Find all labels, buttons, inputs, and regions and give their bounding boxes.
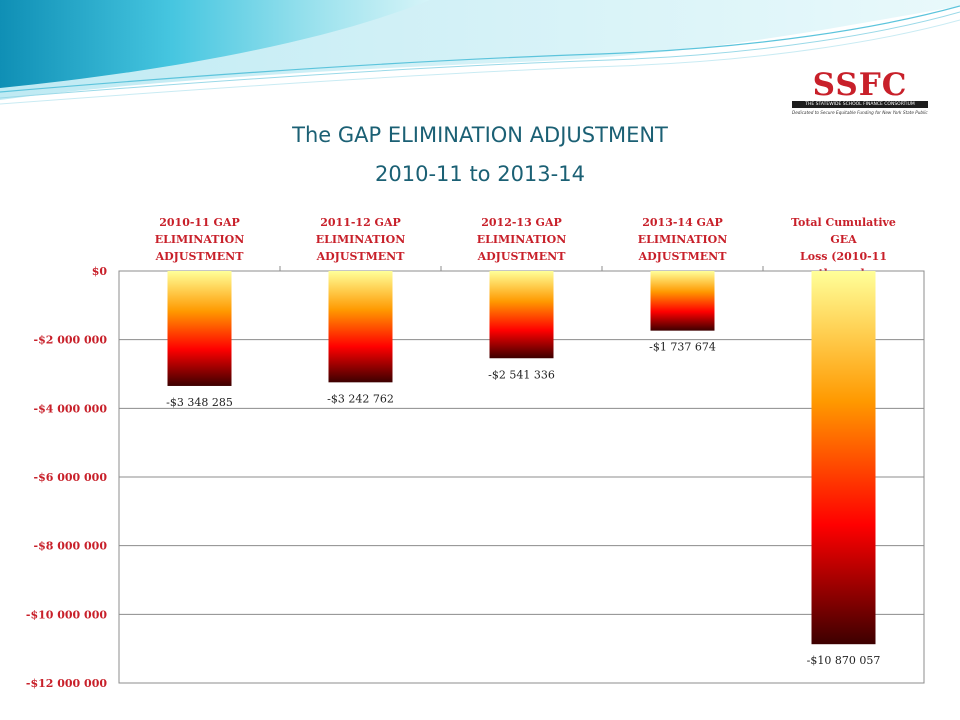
category-label: 2011-12 GAP ELIMINATION ADJUSTMENT [299,214,423,265]
bar [167,271,232,386]
bar-value-label: -$10 870 057 [807,654,881,667]
chart-title-line-1: The GAP ELIMINATION ADJUSTMENT [292,123,668,147]
y-tick-label: -$2 000 000 [34,334,108,347]
y-tick-label: -$4 000 000 [34,402,108,415]
ssfc-logo: SSFC THE STATEWIDE SCHOOL FINANCE CONSOR… [792,70,928,116]
category-label-line: ELIMINATION [476,233,567,246]
category-label-line: ELIMINATION [154,233,245,246]
bar [489,271,554,359]
category-label-line: ADJUSTMENT [477,250,566,263]
category-label-line: 2010-11 GAP [159,216,240,229]
logo-tagline: THE STATEWIDE SCHOOL FINANCE CONSORTIUM [792,101,928,108]
y-tick-label: -$12 000 000 [26,677,107,690]
category-label: 2012-13 GAP ELIMINATION ADJUSTMENT [460,214,584,265]
bar-value-label: -$1 737 674 [649,341,716,354]
logo-wordmark: SSFC [812,67,908,103]
bar [328,271,393,383]
category-label-line: 2013-14 GAP [642,216,723,229]
category-label-line: 2011-12 GAP [320,216,401,229]
bar [650,271,715,331]
bar-value-label: -$3 242 762 [327,392,394,405]
category-label: 2010-11 GAP ELIMINATION ADJUSTMENT [138,214,262,265]
y-tick-label: -$10 000 000 [26,608,107,621]
y-tick-label: -$8 000 000 [34,540,108,553]
category-label-line: 2012-13 GAP [481,216,562,229]
y-tick-label: -$6 000 000 [34,471,108,484]
category-label-line: ELIMINATION [315,233,406,246]
logo-subline: Dedicated to Secure Equitable Funding fo… [792,110,928,115]
header-swoosh-decoration [0,0,960,105]
bar-value-label: -$2 541 336 [488,368,555,381]
y-tick-label: $0 [92,265,108,278]
bar-value-label: -$3 348 285 [166,396,233,409]
category-label: 2013-14 GAP ELIMINATION ADJUSTMENT [621,214,745,265]
category-label-line: ADJUSTMENT [638,250,727,263]
bar [811,271,876,645]
chart-title-line-2: 2010-11 to 2013-14 [375,162,585,186]
category-label-line: ADJUSTMENT [155,250,244,263]
category-label-line: Total Cumulative GEA [791,216,896,246]
category-label-line: ELIMINATION [637,233,728,246]
category-label-line: ADJUSTMENT [316,250,405,263]
